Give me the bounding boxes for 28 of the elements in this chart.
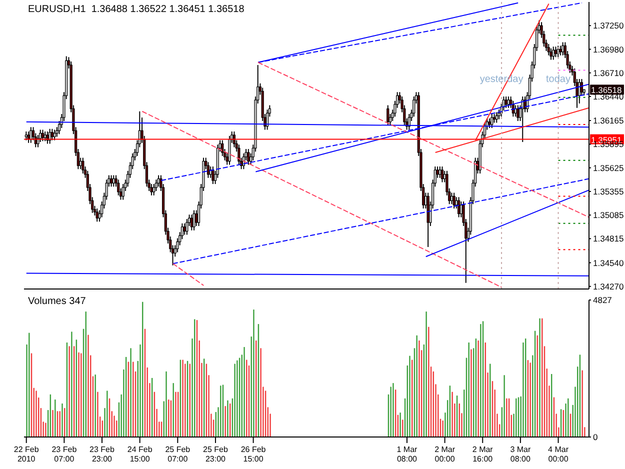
x-tick-label: 1 Mar 08:00 — [396, 445, 418, 464]
annotation: 1.36518 — [591, 85, 622, 96]
y-tick-label: 1.36980 — [593, 44, 624, 54]
x-tick-label: 26 Feb 15:00 — [240, 445, 266, 464]
x-tick-label: 3 Mar 08:00 — [510, 445, 531, 464]
y-tick-label: 0 — [593, 432, 598, 442]
y-tick-label: 4827 — [593, 295, 612, 306]
y-tick-label: 1.36710 — [593, 68, 624, 78]
y-tick-label: 1.37250 — [593, 20, 624, 31]
y-tick-label: 1.35625 — [593, 162, 624, 173]
y-tick-label: 1.36165 — [593, 116, 624, 126]
y-tick-label: 1.34540 — [593, 258, 624, 268]
x-tick-label: 2 Mar 16:00 — [472, 445, 494, 464]
x-tick-label: 23 Feb 23:00 — [90, 445, 116, 464]
y-tick-label: 1.35355 — [593, 186, 624, 196]
x-tick-label: 25 Feb 23:00 — [203, 445, 228, 464]
x-tick-label: 25 Feb 07:00 — [165, 445, 191, 464]
x-tick-label: 2 Mar 00:00 — [434, 445, 456, 464]
x-tick-label: 23 Feb 07:00 — [52, 445, 78, 464]
y-tick-label: 1.35085 — [593, 210, 624, 220]
chart-title: Volumes 347 — [28, 296, 86, 307]
chart-title: EURUSD,H1 1.36488 1.36522 1.36451 1.36518 — [28, 4, 244, 15]
ref-line-label: today — [546, 74, 570, 85]
x-tick-label: 24 Feb 15:00 — [127, 445, 153, 464]
y-tick-label: 1.34815 — [593, 234, 624, 244]
x-tick-label: 4 Mar 00:00 — [548, 445, 569, 464]
x-tick-label: 22 Feb 2010 — [14, 445, 40, 464]
y-tick-label: 1.34270 — [593, 281, 624, 292]
